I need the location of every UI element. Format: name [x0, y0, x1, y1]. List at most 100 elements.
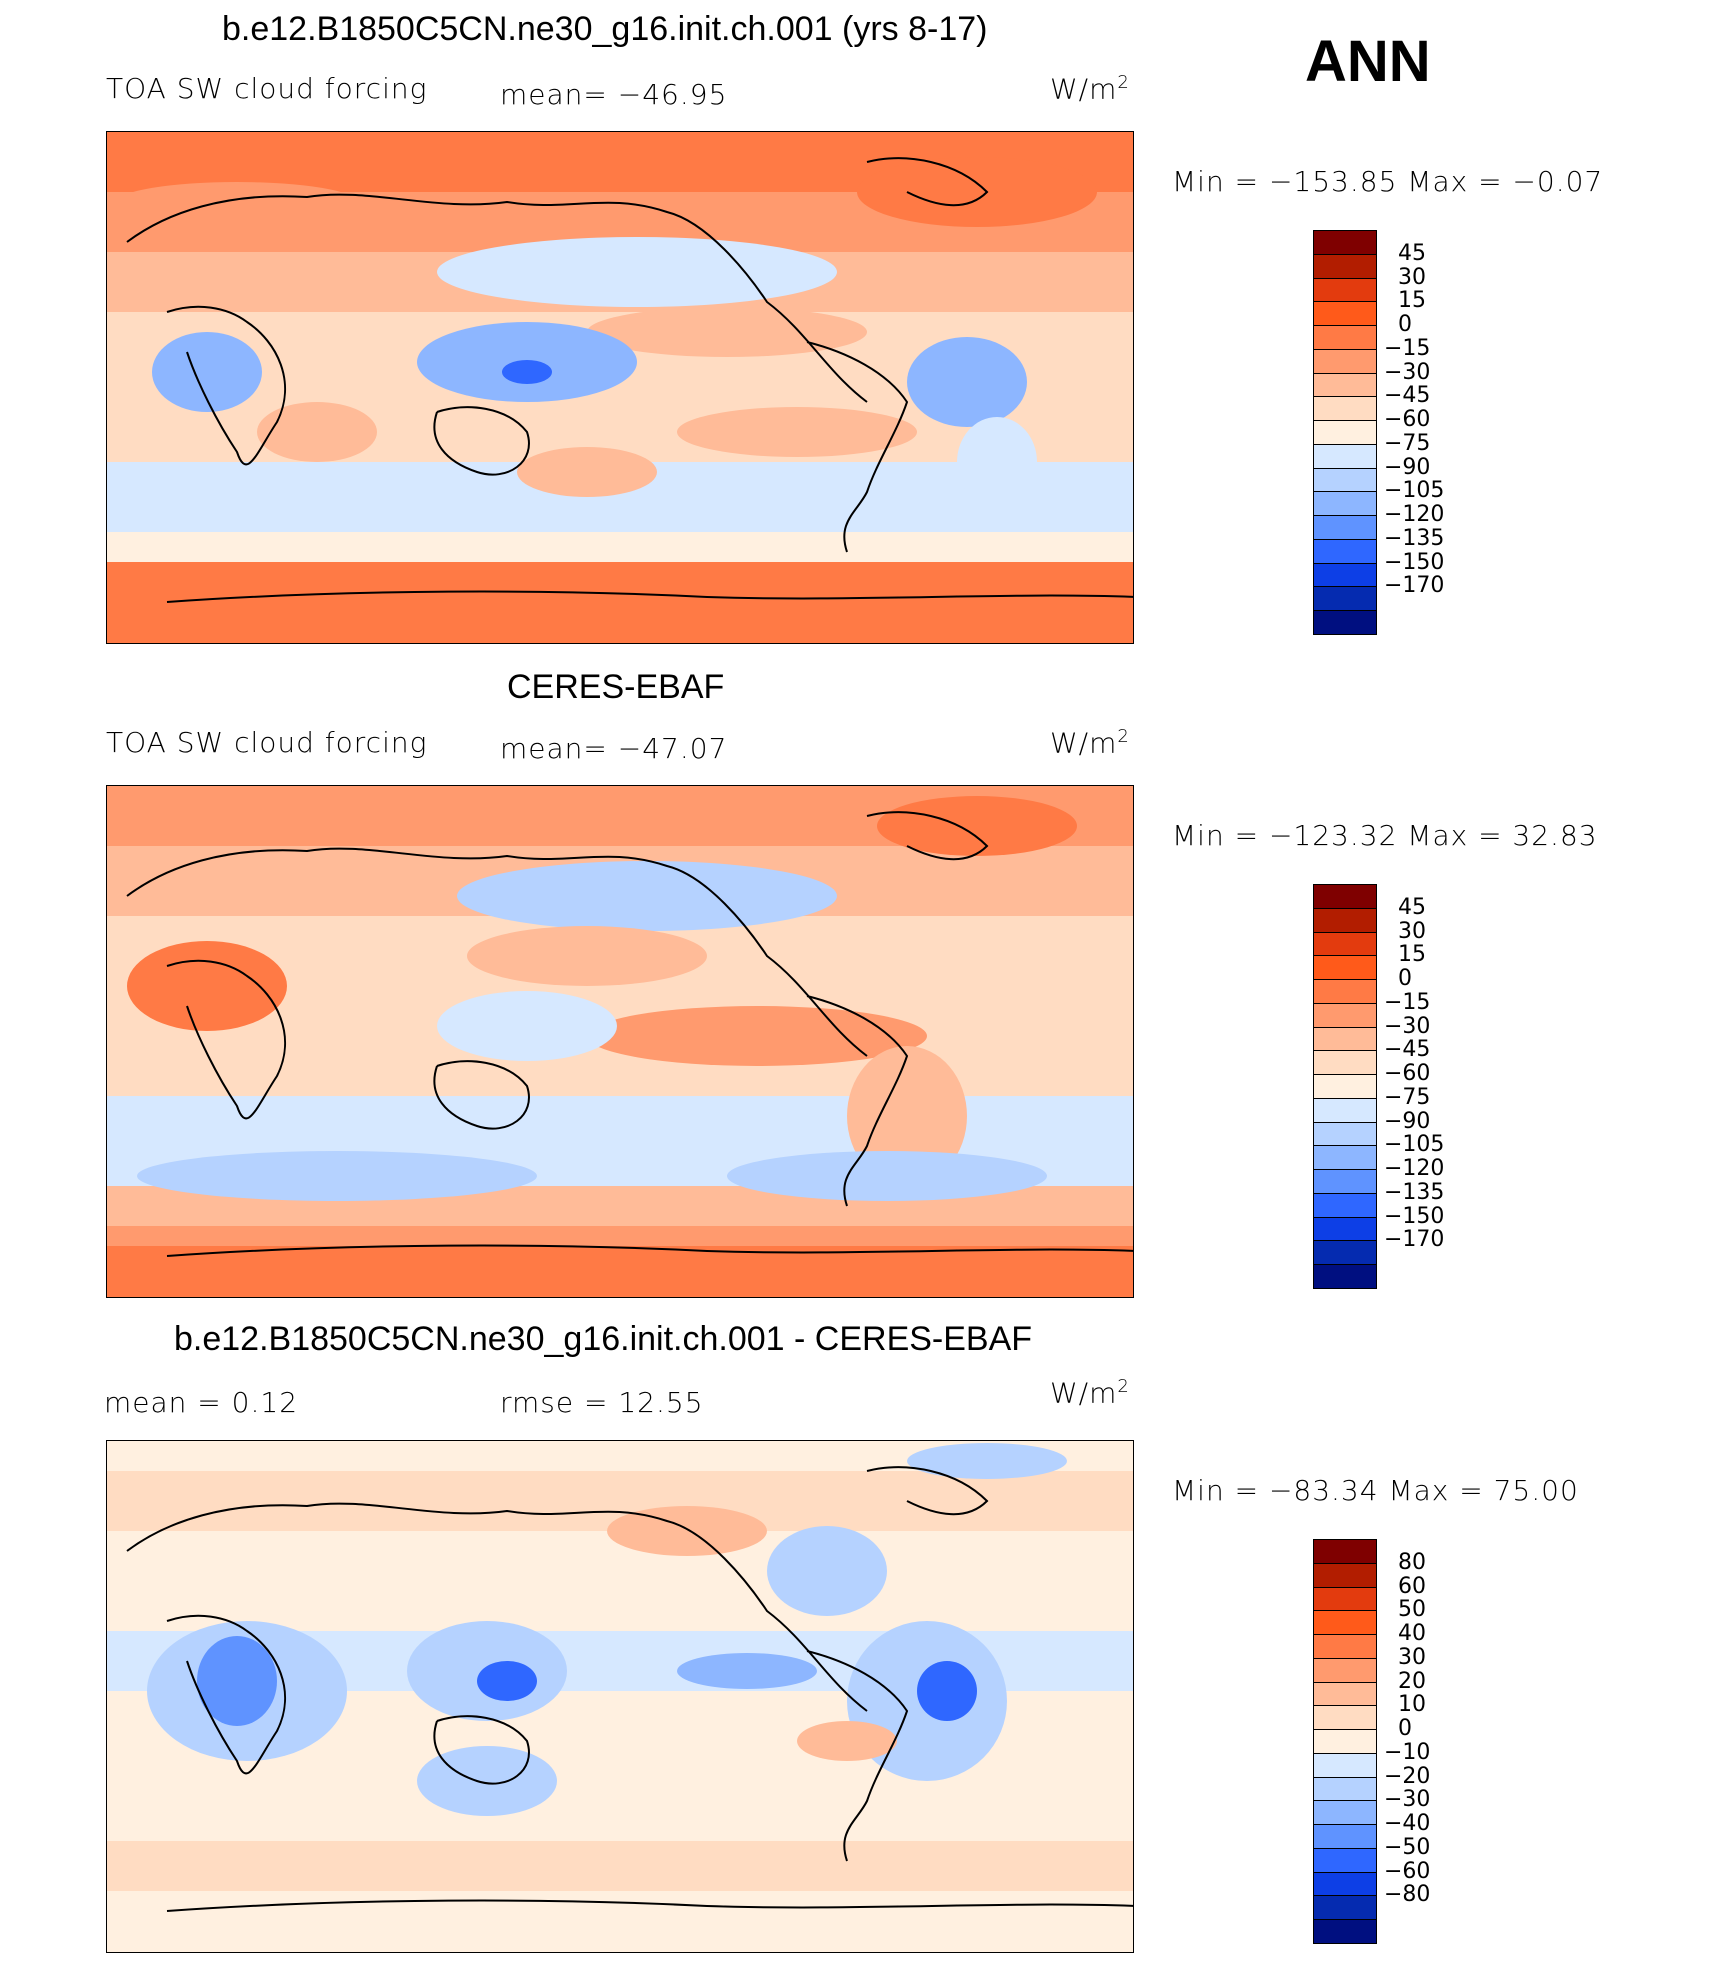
colorbar-tick-label: −30: [1384, 359, 1431, 385]
colorbar-tick-label: 60: [1398, 1573, 1426, 1599]
colorbar-swatch: [1313, 955, 1377, 981]
panel-2-variable: TOA SW cloud forcing: [106, 726, 428, 759]
colorbar-swatch: [1313, 1871, 1377, 1897]
colorbar-swatch: [1313, 1919, 1377, 1944]
colorbar-tick-label: −15: [1384, 335, 1431, 361]
colorbar-swatch: [1313, 1050, 1377, 1076]
colorbar-swatch: [1313, 931, 1377, 957]
panel-2-minmax: Min = −123.32 Max = 32.83: [1172, 819, 1598, 852]
panel-2-units: W/m2: [1050, 726, 1130, 760]
colorbar-tick-label: 30: [1398, 264, 1426, 290]
panel-2-title: CERES-EBAF: [507, 668, 725, 706]
panel-2-colorbar: [1313, 884, 1379, 1289]
colorbar-swatch: [1313, 1240, 1377, 1266]
colorbar-swatch: [1313, 562, 1377, 588]
colorbar-swatch: [1313, 1681, 1377, 1707]
colorbar-swatch: [1313, 1752, 1377, 1778]
colorbar-tick-label: −80: [1384, 1882, 1431, 1908]
colorbar-swatch: [1313, 1895, 1377, 1921]
colorbar-tick-label: −30: [1384, 1013, 1431, 1039]
colorbar-tick-label: −60: [1384, 407, 1431, 433]
colorbar-tick-label: −60: [1384, 1858, 1431, 1884]
colorbar-tick-label: −60: [1384, 1061, 1431, 1087]
colorbar-swatch: [1313, 443, 1377, 469]
colorbar-swatch: [1313, 538, 1377, 564]
colorbar-swatch: [1313, 907, 1377, 933]
colorbar-tick-label: −120: [1384, 502, 1445, 528]
colorbar-tick-label: 0: [1398, 1716, 1412, 1742]
colorbar-tick-label: 0: [1398, 312, 1412, 338]
panel-1-map: [106, 131, 1134, 644]
colorbar-swatch: [1313, 1586, 1377, 1612]
colorbar-swatch: [1313, 1610, 1377, 1636]
colorbar-tick-label: 80: [1398, 1549, 1426, 1575]
colorbar-tick-label: −20: [1384, 1763, 1431, 1789]
panel-3-title: b.e12.B1850C5CN.ne30_g16.init.ch.001 - C…: [174, 1320, 1033, 1358]
panel-3-mean: mean = 0.12: [104, 1386, 299, 1419]
colorbar-swatch: [1313, 1216, 1377, 1242]
colorbar-tick-label: −105: [1384, 478, 1445, 504]
colorbar-tick-label: −135: [1384, 525, 1445, 551]
panel-3-colorbar: [1313, 1539, 1379, 1944]
colorbar-tick-label: −10: [1384, 1739, 1431, 1765]
panel-1-mean: mean= −46.95: [500, 78, 728, 111]
colorbar-swatch: [1313, 301, 1377, 327]
colorbar-tick-label: −75: [1384, 430, 1431, 456]
colorbar-swatch: [1313, 1776, 1377, 1802]
colorbar-tick-label: −135: [1384, 1179, 1445, 1205]
colorbar-tick-label: −170: [1384, 1227, 1445, 1253]
colorbar-swatch: [1313, 979, 1377, 1004]
colorbar-swatch: [1313, 1097, 1377, 1123]
panel-3-units: W/m2: [1050, 1376, 1130, 1410]
colorbar-tick-label: −50: [1384, 1834, 1431, 1860]
panel-2-map: [106, 785, 1134, 1298]
panel-1-variable: TOA SW cloud forcing: [106, 72, 428, 105]
colorbar-tick-label: 30: [1398, 1644, 1426, 1670]
colorbar-tick-label: −120: [1384, 1156, 1445, 1182]
colorbar-tick-label: −45: [1384, 1037, 1431, 1063]
colorbar-swatch: [1313, 348, 1377, 374]
colorbar-swatch: [1313, 467, 1377, 493]
colorbar-tick-label: 30: [1398, 918, 1426, 944]
colorbar-tick-label: −40: [1384, 1811, 1431, 1837]
colorbar-tick-label: −45: [1384, 383, 1431, 409]
colorbar-swatch: [1313, 1657, 1377, 1683]
colorbar-swatch: [1313, 1634, 1377, 1659]
colorbar-tick-label: −150: [1384, 549, 1445, 575]
colorbar-swatch: [1313, 1539, 1377, 1564]
colorbar-swatch: [1313, 515, 1377, 540]
colorbar-swatch: [1313, 1192, 1377, 1218]
colorbar-tick-label: 50: [1398, 1597, 1426, 1623]
season-label: ANN: [1305, 29, 1431, 94]
panel-1-units: W/m2: [1050, 72, 1130, 106]
panel-3-minmax: Min = −83.34 Max = 75.00: [1172, 1474, 1579, 1507]
colorbar-swatch: [1313, 1800, 1377, 1826]
colorbar-swatch: [1313, 491, 1377, 517]
colorbar-swatch: [1313, 1729, 1377, 1754]
colorbar-swatch: [1313, 586, 1377, 612]
colorbar-tick-label: 45: [1398, 240, 1426, 266]
colorbar-swatch: [1313, 325, 1377, 350]
colorbar-swatch: [1313, 884, 1377, 909]
panel-1-minmax: Min = −153.85 Max = −0.07: [1172, 165, 1604, 198]
colorbar-swatch: [1313, 1562, 1377, 1588]
colorbar-swatch: [1313, 372, 1377, 398]
colorbar-tick-label: −30: [1384, 1787, 1431, 1813]
panel-3-map: [106, 1440, 1134, 1953]
colorbar-tick-label: −90: [1384, 1108, 1431, 1134]
colorbar-swatch: [1313, 1169, 1377, 1194]
colorbar-swatch: [1313, 1705, 1377, 1731]
colorbar-tick-label: −150: [1384, 1203, 1445, 1229]
panel-2-mean: mean= −47.07: [500, 732, 728, 765]
colorbar-tick-label: 15: [1398, 288, 1426, 314]
colorbar-swatch: [1313, 420, 1377, 445]
colorbar-swatch: [1313, 277, 1377, 303]
colorbar-swatch: [1313, 610, 1377, 635]
colorbar-swatch: [1313, 1121, 1377, 1147]
colorbar-tick-label: 45: [1398, 894, 1426, 920]
colorbar-swatch: [1313, 1026, 1377, 1052]
colorbar-swatch: [1313, 1264, 1377, 1289]
colorbar-tick-label: −90: [1384, 454, 1431, 480]
colorbar-tick-label: −105: [1384, 1132, 1445, 1158]
colorbar-tick-label: 40: [1398, 1621, 1426, 1647]
